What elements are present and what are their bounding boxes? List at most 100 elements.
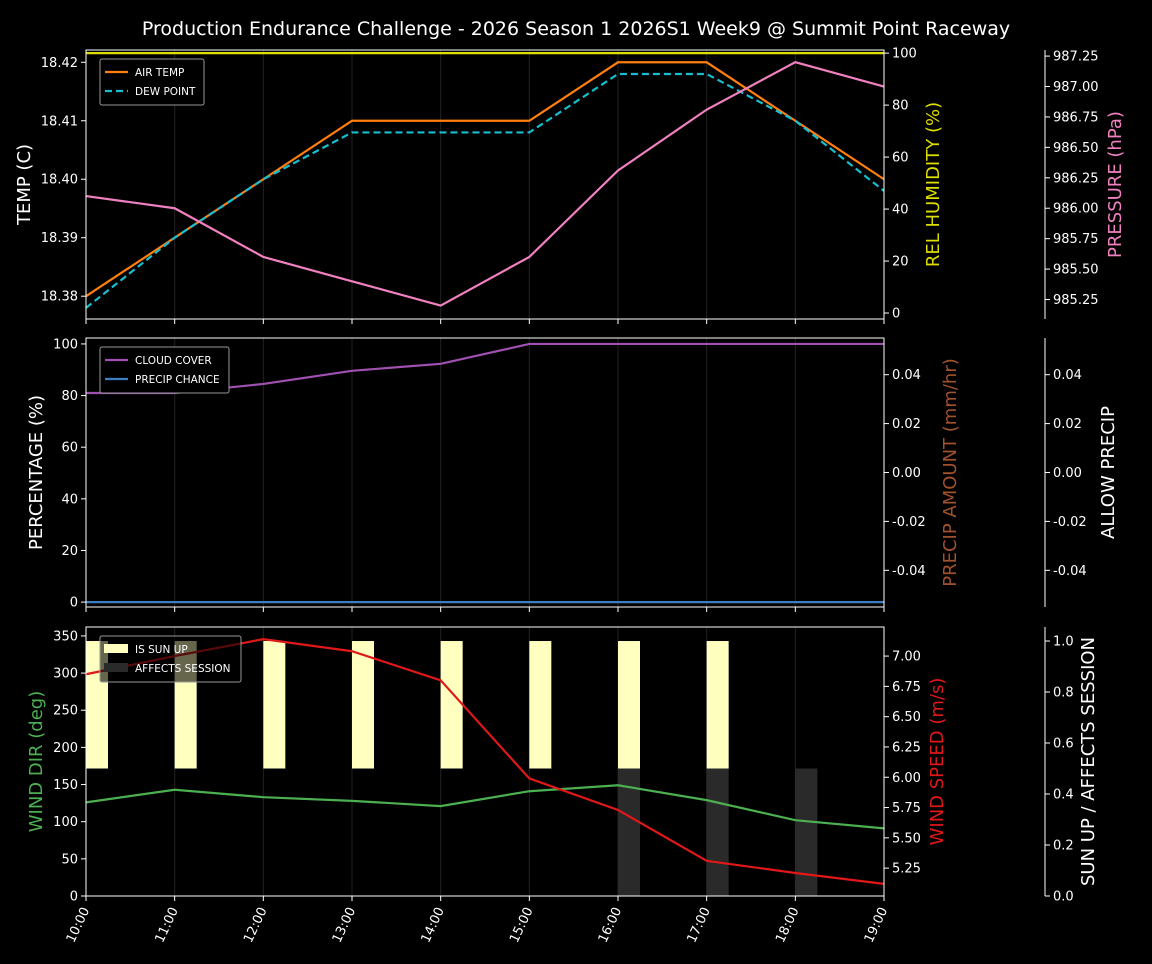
y-tick-label: 18.38 [41, 290, 78, 305]
legend-box [100, 636, 241, 682]
y2-tick-label: 5.50 [892, 831, 921, 846]
legend-swatch [104, 644, 128, 653]
x-tick-label: 15:00 [507, 905, 536, 945]
y2-tick-label: 6.50 [892, 710, 921, 725]
y2-tick-label: 40 [892, 203, 909, 218]
y-tick-label: 100 [53, 337, 78, 352]
x-tick-label: 12:00 [241, 905, 270, 945]
y-tick-label: 0 [70, 890, 78, 905]
y-tick-label: 250 [53, 704, 78, 719]
y2-tick-label: -0.04 [892, 564, 926, 579]
panel-wind: 0 50 100 150 200 250 300 350 5.25 5.50 5.75 6.00 6.2… [26, 627, 1099, 945]
bar-is-sun-up [263, 641, 285, 768]
bar-affects-session [795, 769, 817, 896]
y2-tick-label: 5.75 [892, 801, 921, 816]
y2-tick-label: 6.00 [892, 771, 921, 786]
y3-tick-label: 0.02 [1053, 417, 1082, 432]
y2-tick-label: 5.25 [892, 862, 921, 877]
y2-tick-label: 80 [892, 99, 909, 114]
legend-label: AIR TEMP [135, 67, 184, 79]
y3-tick-label: 986.75 [1053, 110, 1099, 125]
y3-tick-label: 0.6 [1053, 737, 1074, 752]
y-tick-label: 40 [61, 492, 78, 507]
x-tick-label: 16:00 [596, 905, 625, 945]
x-tick-label: 17:00 [684, 905, 713, 945]
y-tick-label: 150 [53, 778, 78, 793]
y2-tick-label: 0.00 [892, 466, 921, 481]
y2-tick-label: 7.00 [892, 650, 921, 665]
y-tick-label: 18.39 [41, 231, 78, 246]
bar-is-sun-up [618, 641, 640, 768]
legend-label: DEW POINT [135, 86, 196, 98]
chart-title: Production Endurance Challenge - 2026 Se… [142, 18, 1010, 40]
series-line-dew-point [86, 74, 884, 308]
y-tick-label: 300 [53, 667, 78, 682]
y3-tick-label: 986.50 [1053, 141, 1099, 156]
x-tick-label: 14:00 [418, 905, 447, 945]
y2-tick-label: 6.25 [892, 740, 921, 755]
y-tick-label: 18.40 [41, 173, 78, 188]
y2-axis-label: REL HUMIDITY (%) [923, 102, 944, 267]
legend-label: CLOUD COVER [135, 355, 212, 367]
x-tick-label: 10:00 [64, 905, 93, 945]
y3-tick-label: 0.0 [1053, 890, 1074, 905]
series-line-y-0 [86, 785, 884, 828]
y3-tick-label: 0.04 [1053, 368, 1082, 383]
legend-box [100, 59, 204, 105]
y3-axis-label: SUN UP / AFFECTS SESSION [1078, 637, 1099, 886]
y2-axis-label: WIND SPEED (m/s) [927, 678, 948, 846]
legend-label: PRECIP CHANCE [135, 374, 220, 386]
legend-box [100, 347, 229, 393]
y-axis-label: TEMP (C) [14, 144, 35, 226]
y3-tick-label: 986.25 [1053, 171, 1099, 186]
bar-is-sun-up [707, 641, 729, 768]
y2-tick-label: 0.02 [892, 417, 921, 432]
y3-axis-label: PRESSURE (hPa) [1105, 111, 1126, 258]
series-line-air-temp [86, 62, 884, 296]
bar-affects-session [707, 769, 729, 896]
y-tick-label: 20 [61, 544, 78, 559]
y-tick-label: 80 [61, 389, 78, 404]
bar-is-sun-up [441, 641, 463, 768]
legend: AIR TEMP DEW POINT [100, 59, 204, 105]
y-tick-label: 200 [53, 741, 78, 756]
y-tick-label: 18.41 [41, 114, 78, 129]
y2-tick-label: 100 [892, 47, 917, 62]
legend-label: IS SUN UP [135, 644, 188, 656]
y-tick-label: 100 [53, 815, 78, 830]
y2-tick-label: 60 [892, 151, 909, 166]
y-axis-label: PERCENTAGE (%) [26, 395, 47, 550]
y3-tick-label: 986.00 [1053, 202, 1099, 217]
y3-tick-label: -0.02 [1053, 515, 1087, 530]
y2-tick-label: 0 [892, 307, 900, 322]
y3-tick-label: 0.00 [1053, 466, 1082, 481]
y-tick-label: 18.42 [41, 56, 78, 71]
y-tick-label: 350 [53, 629, 78, 644]
y2-axis-label: PRECIP AMOUNT (mm/hr) [940, 358, 961, 587]
y3-tick-label: 1.0 [1053, 635, 1074, 650]
y-tick-label: 0 [70, 596, 78, 611]
y3-tick-label: 985.50 [1053, 263, 1099, 278]
bar-is-sun-up [529, 641, 551, 768]
legend-swatch [104, 663, 128, 672]
y3-tick-label: 0.4 [1053, 788, 1074, 803]
legend-label: AFFECTS SESSION [135, 663, 231, 675]
y-tick-label: 60 [61, 441, 78, 456]
x-tick-label: 11:00 [152, 905, 181, 945]
x-tick-label: 13:00 [330, 905, 359, 945]
y3-axis-label: ALLOW PRECIP [1098, 406, 1119, 539]
y3-tick-label: 0.2 [1053, 839, 1074, 854]
series-line-y3-3 [86, 62, 884, 305]
y3-tick-label: 0.8 [1053, 686, 1074, 701]
y3-tick-label: 987.25 [1053, 50, 1099, 65]
y-tick-label: 50 [61, 852, 78, 867]
y3-tick-label: -0.04 [1053, 564, 1087, 579]
plot-frame [86, 50, 884, 319]
bar-is-sun-up [352, 641, 374, 768]
y2-tick-label: -0.02 [892, 515, 926, 530]
x-tick-label: 19:00 [862, 905, 891, 945]
y3-tick-label: 985.75 [1053, 232, 1099, 247]
legend: CLOUD COVER PRECIP CHANCE [100, 347, 229, 393]
panel-weather: 18.3818.3918.4018.4118.42020406080100985… [14, 47, 1126, 324]
